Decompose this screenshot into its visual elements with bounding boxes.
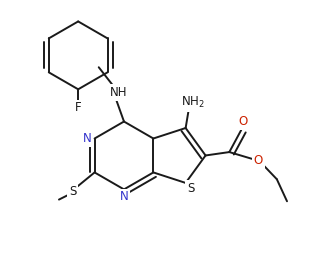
- Text: O: O: [254, 154, 263, 167]
- Text: NH$_2$: NH$_2$: [181, 95, 204, 110]
- Text: N: N: [83, 132, 92, 145]
- Text: N: N: [120, 190, 128, 203]
- Text: S: S: [69, 184, 76, 198]
- Text: F: F: [75, 101, 82, 114]
- Text: S: S: [187, 181, 194, 194]
- Text: NH: NH: [110, 86, 128, 99]
- Text: O: O: [238, 115, 247, 128]
